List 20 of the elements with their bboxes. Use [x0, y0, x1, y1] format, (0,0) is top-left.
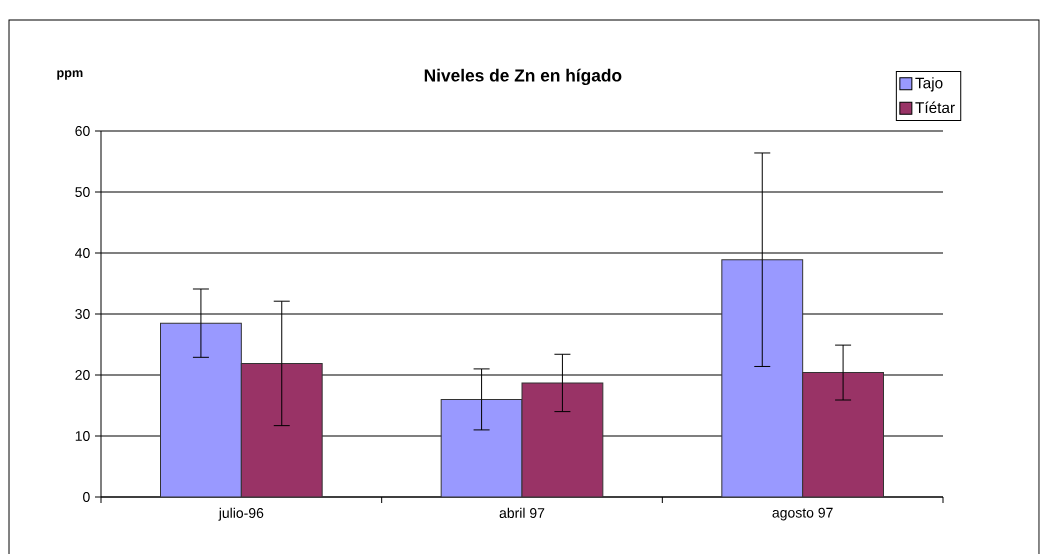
y-tick-label: 0 — [83, 492, 90, 502]
x-tick-label: abril 97 — [499, 507, 545, 518]
y-tick-label: 30 — [75, 309, 90, 319]
bar — [160, 322, 242, 497]
x-tick-label: agosto 97 — [772, 507, 833, 521]
y-tick-label: 60 — [75, 126, 90, 136]
bar — [802, 372, 884, 497]
y-tick-label: 40 — [75, 248, 90, 258]
y-tick-label: 50 — [75, 187, 90, 197]
bar — [440, 398, 523, 497]
bar — [721, 259, 804, 497]
bar — [521, 382, 604, 497]
x-tick-label: julio-96 — [218, 507, 264, 521]
chart-title: Niveles de Zn en hígado — [424, 68, 622, 86]
y-axis-title: ppm — [57, 70, 83, 80]
legend-label: Tíétar — [915, 101, 955, 114]
y-tick-label: 20 — [75, 370, 90, 380]
bar — [240, 362, 323, 497]
legend-label: Tajo — [915, 77, 943, 92]
y-tick-label: 10 — [75, 431, 90, 441]
